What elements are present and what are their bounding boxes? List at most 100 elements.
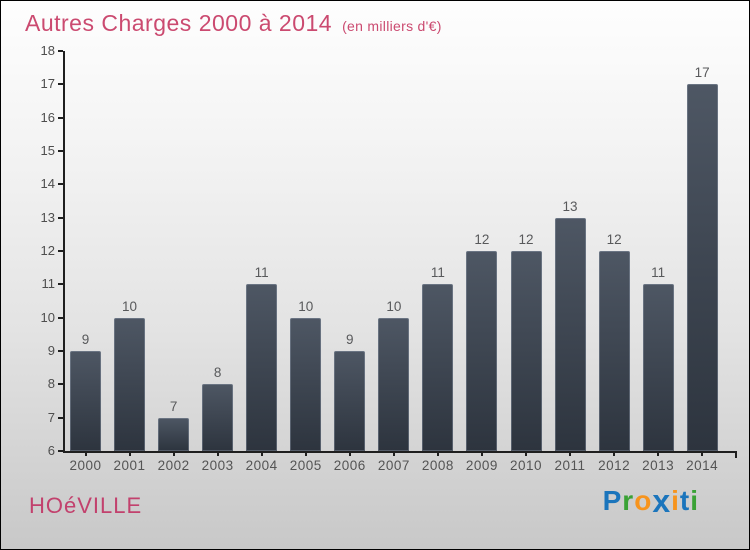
- logo-letter: x: [652, 483, 672, 519]
- y-axis-tick-label: 11: [41, 276, 56, 292]
- bar-value-label: 8: [213, 365, 222, 381]
- bar: [598, 251, 630, 451]
- y-axis-tick: [58, 283, 63, 286]
- bar: [202, 384, 234, 451]
- x-axis-tick-label: 2014: [686, 458, 719, 473]
- x-axis-tick: [613, 451, 616, 456]
- x-axis-tick-label: 2010: [509, 458, 543, 473]
- x-axis-tick-label: 2005: [289, 458, 322, 473]
- bar: [554, 217, 586, 451]
- y-axis-tick-label: 12: [40, 243, 55, 258]
- y-axis-tick: [58, 450, 63, 452]
- x-axis-tick-label: 2013: [642, 458, 675, 473]
- bar-value-label: 10: [298, 298, 314, 314]
- x-axis-tick-label: 2002: [157, 458, 190, 473]
- bar-value-label: 17: [694, 65, 710, 81]
- y-axis-tick: [58, 250, 63, 252]
- x-axis-tick-label: 2012: [598, 458, 631, 473]
- y-axis-tick: [58, 83, 63, 86]
- y-axis-tick-label: 17: [40, 76, 55, 92]
- x-axis-tick: [304, 451, 307, 456]
- bar: [378, 317, 410, 451]
- x-axis-tick-label: 2004: [245, 458, 278, 473]
- x-axis-tick-label: 2006: [333, 458, 366, 473]
- y-axis-tick-label: 6: [47, 443, 55, 458]
- logo-letter: t: [679, 485, 691, 516]
- bar: [70, 351, 101, 451]
- y-axis-tick-label: 18: [40, 43, 55, 58]
- bar: [510, 251, 542, 451]
- y-axis-tick: [58, 383, 63, 386]
- x-axis-tick: [392, 451, 395, 456]
- y-axis-tick: [58, 116, 63, 119]
- logo-letter: i: [690, 485, 699, 516]
- x-axis-end-tick: [735, 451, 737, 458]
- bar-value-label: 11: [651, 265, 666, 281]
- y-axis-tick: [58, 350, 63, 352]
- x-axis-tick: [525, 451, 527, 456]
- y-axis-tick-label: 7: [47, 409, 55, 425]
- bar: [290, 317, 322, 451]
- logo-letter: i: [671, 485, 680, 516]
- x-axis-tick: [569, 451, 572, 456]
- y-axis-tick-label: 13: [40, 209, 55, 225]
- bar-value-label: 12: [474, 232, 490, 247]
- logo-letter: o: [634, 485, 653, 516]
- x-axis-tick-label: 2011: [554, 458, 586, 473]
- bar-value-label: 10: [386, 298, 402, 314]
- chart-title: Autres Charges 2000 à 2014: [25, 10, 333, 36]
- x-axis-tick-label: 2003: [201, 458, 234, 473]
- site-name: HOéVILLE: [29, 493, 143, 518]
- y-axis-tick-label: 8: [47, 376, 55, 392]
- bar-value-label: 9: [81, 332, 90, 347]
- logo-letter: r: [622, 485, 635, 516]
- x-axis-tick: [84, 451, 87, 456]
- proxiti-logo: Proxiti: [603, 485, 699, 517]
- chart-header: Autres Charges 2000 à 2014 (en milliers d…: [25, 10, 442, 37]
- bar: [686, 84, 718, 451]
- bar-value-label: 9: [346, 332, 354, 347]
- bar-value-label: 12: [606, 232, 622, 247]
- y-axis-tick: [58, 216, 63, 219]
- bar-value-label: 11: [254, 265, 269, 281]
- x-axis-tick-label: 2008: [421, 458, 454, 473]
- bar-value-label: 13: [562, 198, 578, 214]
- bar-value-label: 12: [518, 232, 534, 247]
- bar: [158, 417, 190, 451]
- x-axis-tick: [436, 451, 439, 456]
- bar: [334, 351, 366, 451]
- x-axis-tick-label: 2007: [377, 458, 410, 473]
- x-axis-tick: [260, 451, 263, 456]
- bar-value-label: 11: [430, 265, 445, 281]
- y-axis-tick-label: 15: [40, 143, 55, 158]
- y-axis-tick-label: 16: [40, 109, 55, 125]
- bar: [422, 284, 454, 451]
- plot-area: 6 7 8 9 10 11 12 13 14 15 16 17 18 9 2000 10 2001 7 2002 8 2…: [41, 43, 737, 473]
- y-axis-tick: [58, 150, 63, 152]
- bar-value-label: 10: [122, 298, 138, 314]
- y-axis-tick-label: 9: [47, 343, 55, 358]
- x-axis-tick-label: 2001: [113, 458, 146, 473]
- x-axis-tick: [128, 451, 131, 456]
- bar: [114, 317, 146, 451]
- x-axis-tick: [216, 451, 219, 456]
- bar: [642, 284, 674, 451]
- x-axis-tick: [172, 451, 175, 456]
- logo-letter: P: [602, 485, 623, 516]
- x-axis-tick: [701, 451, 704, 456]
- x-axis-tick: [348, 451, 351, 456]
- y-axis-tick-label: 14: [40, 176, 55, 192]
- bar: [466, 251, 498, 451]
- y-axis-tick: [58, 416, 63, 419]
- x-axis-tick-label: 2009: [465, 458, 498, 473]
- y-axis-tick: [58, 50, 63, 52]
- y-axis-tick: [58, 183, 63, 186]
- bar-value-label: 7: [169, 398, 178, 414]
- bar: [246, 284, 278, 451]
- chart-subtitle: (en milliers d'€): [342, 18, 442, 34]
- x-axis-tick: [480, 451, 483, 456]
- y-axis-tick-label: 10: [40, 309, 55, 325]
- x-axis-tick: [657, 451, 660, 456]
- y-axis-tick: [58, 316, 63, 319]
